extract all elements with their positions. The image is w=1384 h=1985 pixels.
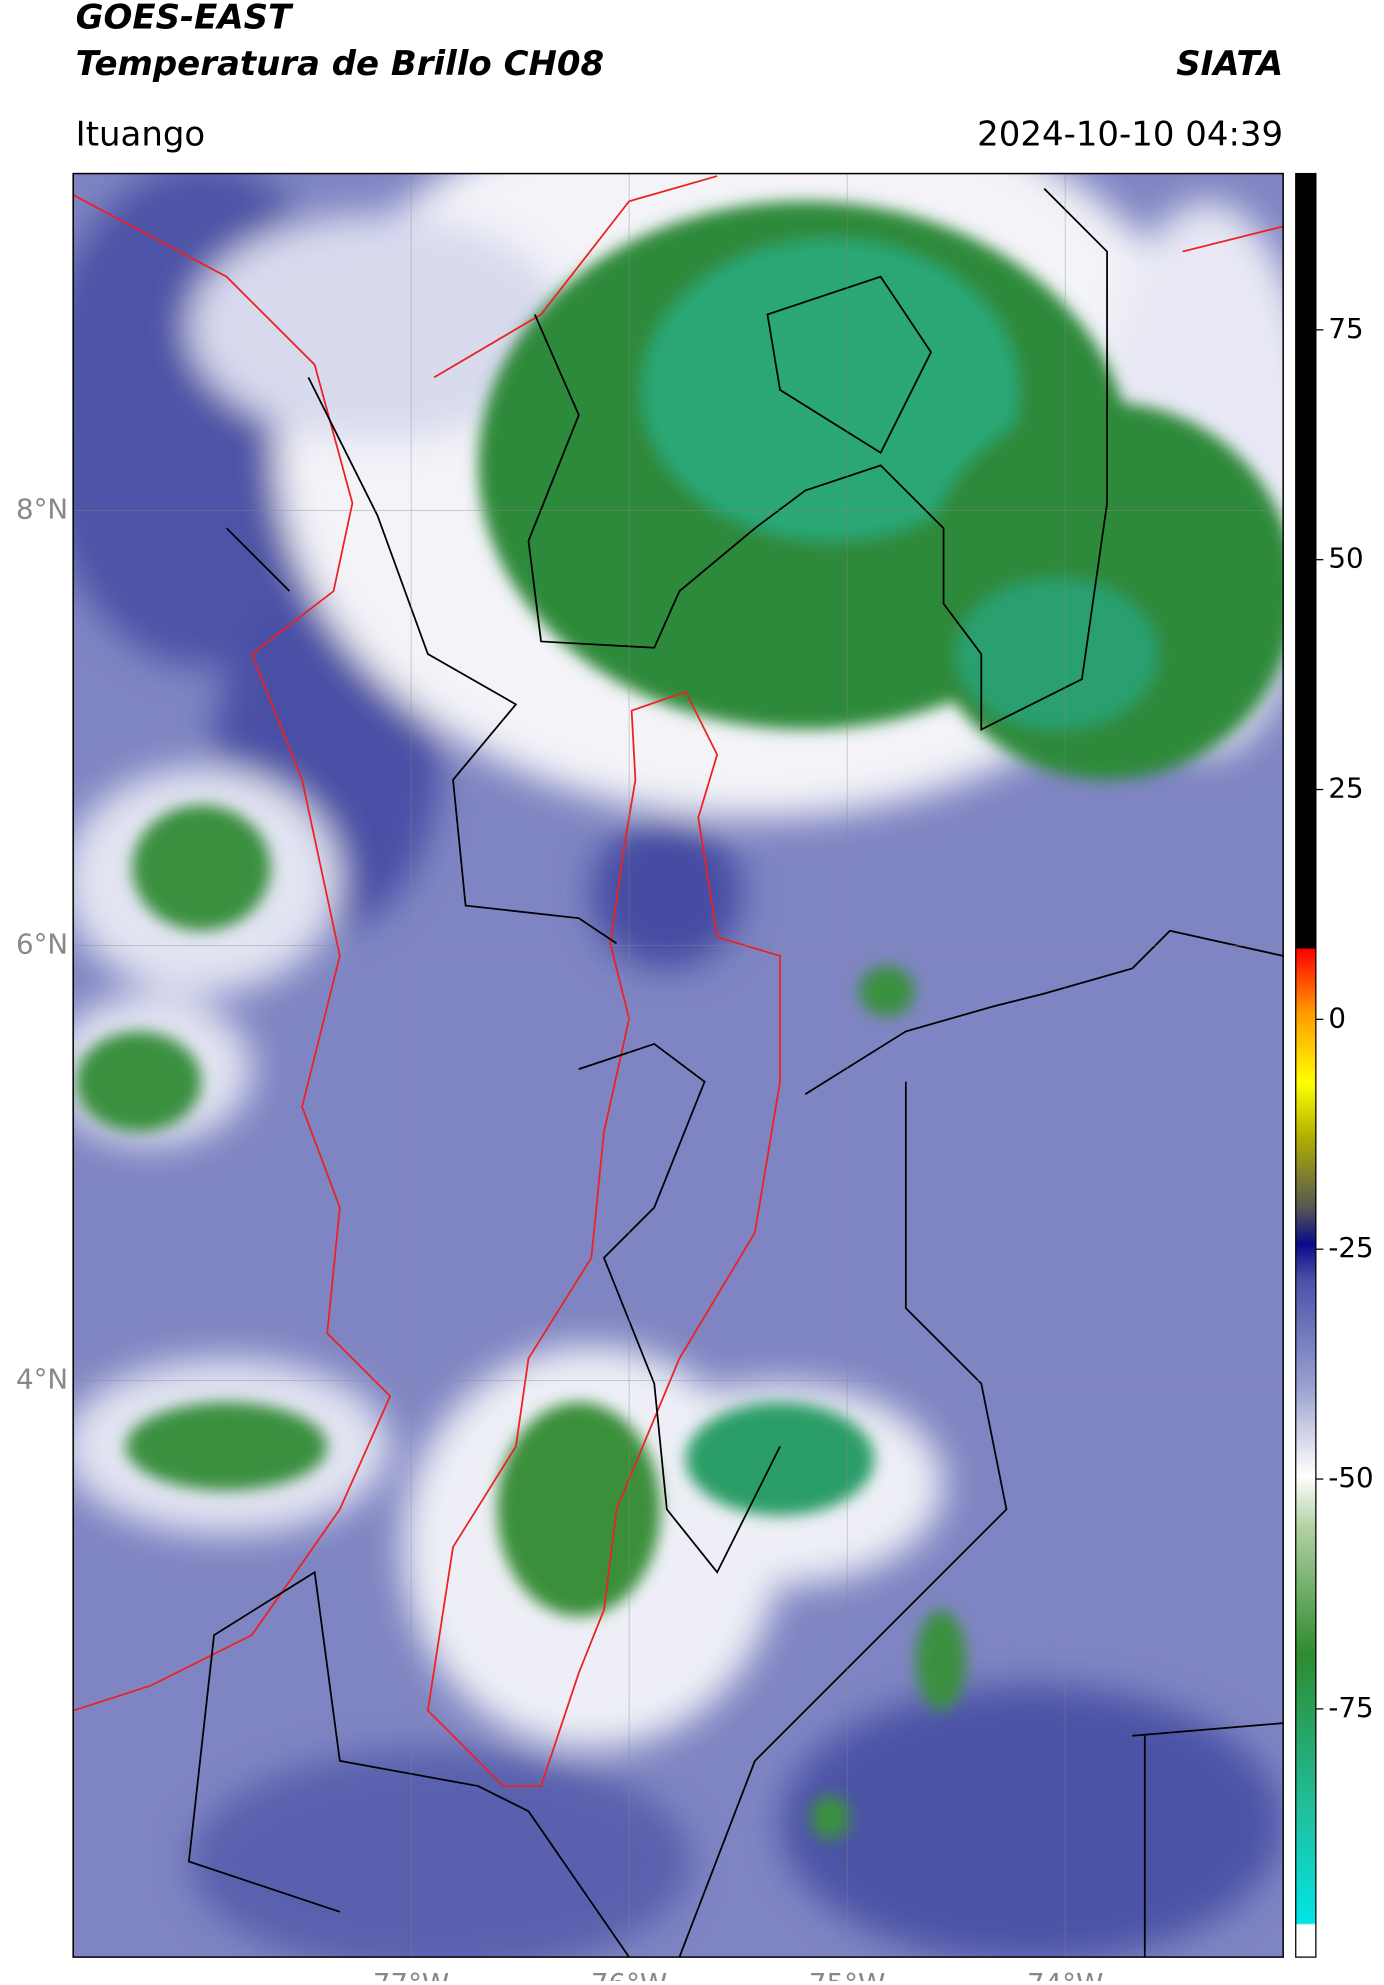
x-tick-label: 75°W [809,1967,885,1981]
colorbar-tick-label: -50 [1328,1461,1373,1494]
colorbar-tick-label: 75 [1328,312,1363,345]
title: GOES-EAST [76,0,294,37]
map-frame [72,172,1284,1958]
colorbar-tick-label: -25 [1328,1231,1373,1264]
colorbar-tick-label: 0 [1328,1001,1346,1034]
colorbar [1295,172,1317,1958]
y-tick-label: 6°N [16,928,68,961]
colorbar-tick-label: 25 [1328,772,1363,805]
satellite-image [73,173,1284,1958]
y-tick-label: 4°N [16,1363,68,1396]
borders [73,175,1284,1958]
colorbar-tick-label: 50 [1328,542,1363,575]
y-tick-label: 8°N [16,493,68,526]
x-tick-label: 76°W [591,1967,667,1981]
x-tick-label: 74°W [1027,1967,1103,1981]
x-tick-label: 77°W [373,1967,449,1981]
datetime: 2024-10-10 04:39 [977,114,1283,154]
graticule [73,173,1284,1958]
colorbar-tick-label: -75 [1328,1691,1373,1724]
source: SIATA [1176,44,1283,84]
location: Ituango [76,114,206,154]
subtitle: Temperatura de Brillo CH08 [76,44,604,84]
